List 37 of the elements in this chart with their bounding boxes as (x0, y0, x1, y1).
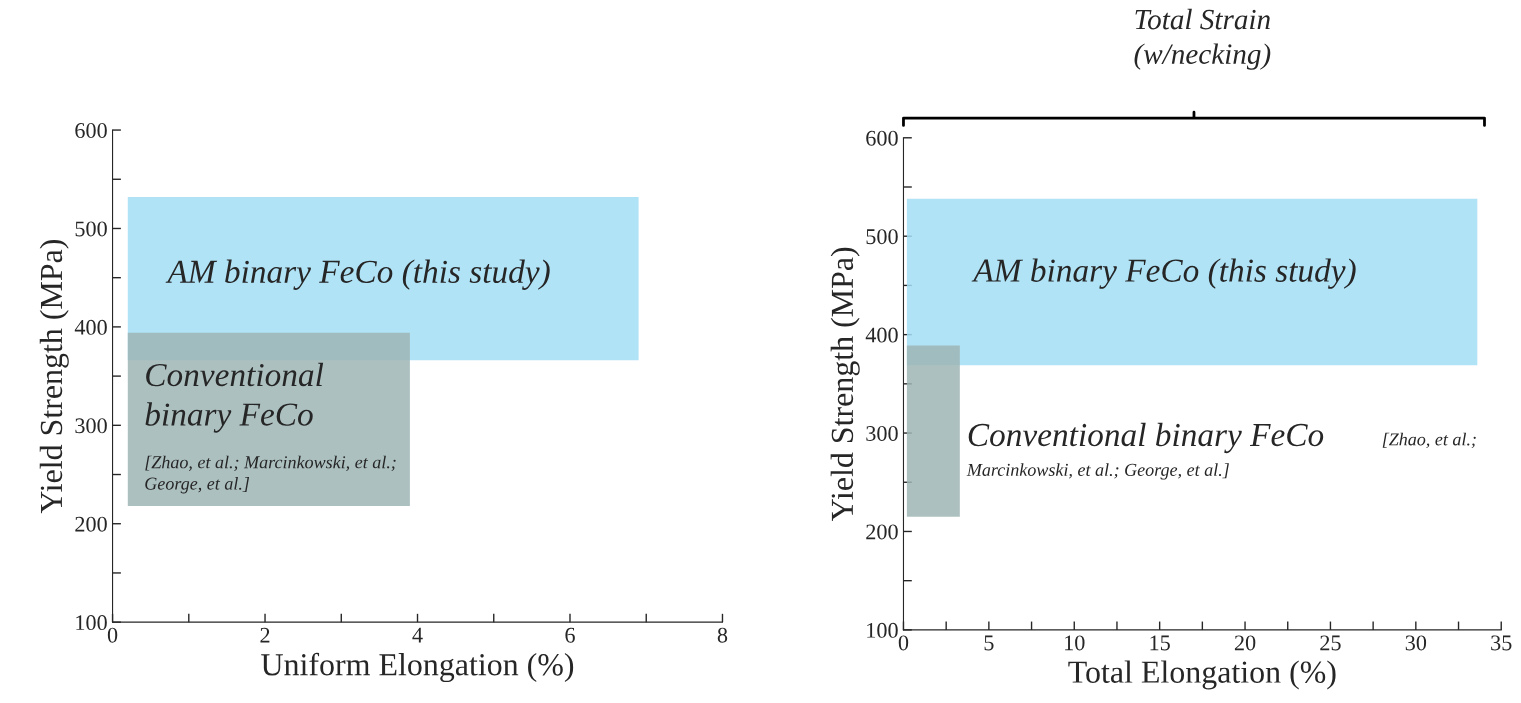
y-tick-label: 200 (866, 524, 898, 540)
x-tick-label: 6 (565, 627, 575, 643)
y-tick-label: 100 (76, 615, 107, 631)
x-tick-label: 30 (1405, 635, 1427, 651)
y-tick-label: 300 (866, 425, 898, 441)
x-tick-label: 10 (1065, 635, 1085, 651)
y-tick-label: 600 (866, 130, 898, 146)
x-tick-label: 4 (412, 627, 423, 643)
y-axis-title: Yield Strength (MPa) (830, 247, 860, 522)
y-tick-label: 300 (75, 418, 107, 434)
y-tick-label: 400 (865, 327, 898, 343)
x-axis-title: Uniform Elongation (%) (261, 652, 574, 683)
text: Total Strain (w/necking) (1134, 8, 1271, 70)
annotation: AM binary FeCo (this study) (971, 258, 1356, 289)
x-axis-title: Total Elongation (%) (1068, 660, 1336, 690)
x-tick-label: 0 (898, 635, 909, 651)
x-tick-label: 20 (1234, 635, 1256, 651)
x-tick-label: 15 (1150, 635, 1170, 651)
x-tick-label: 35 (1491, 635, 1512, 651)
y-tick-label: 500 (75, 221, 107, 237)
annotation: AM binary FeCo (this study) (165, 259, 550, 290)
annotation: Conventional binary FeCo (968, 422, 1324, 454)
y-tick-label: 100 (867, 622, 898, 638)
x-tick-label: 2 (260, 627, 270, 643)
x-tick-label: 5 (984, 635, 994, 651)
annotation: [Zhao, et al.; (1382, 432, 1476, 449)
x-tick-label: 8 (717, 627, 728, 643)
y-tick-label: 500 (866, 229, 898, 245)
annotation: Conventional binary FeCo (145, 362, 324, 433)
y-tick-label: 600 (75, 122, 107, 138)
annotation: Marcinkowski, et al.; George, et al.] (966, 463, 1229, 480)
y-tick-label: 400 (74, 319, 107, 335)
x-tick-label: 25 (1320, 635, 1341, 651)
y-axis-title: Yield Strength (MPa) (39, 239, 69, 514)
annotation: [Zhao, et al.; Marcinkowski, et al.; George, et al.] (145, 455, 396, 494)
x-tick-label: 0 (107, 627, 118, 643)
y-tick-label: 200 (75, 516, 107, 532)
